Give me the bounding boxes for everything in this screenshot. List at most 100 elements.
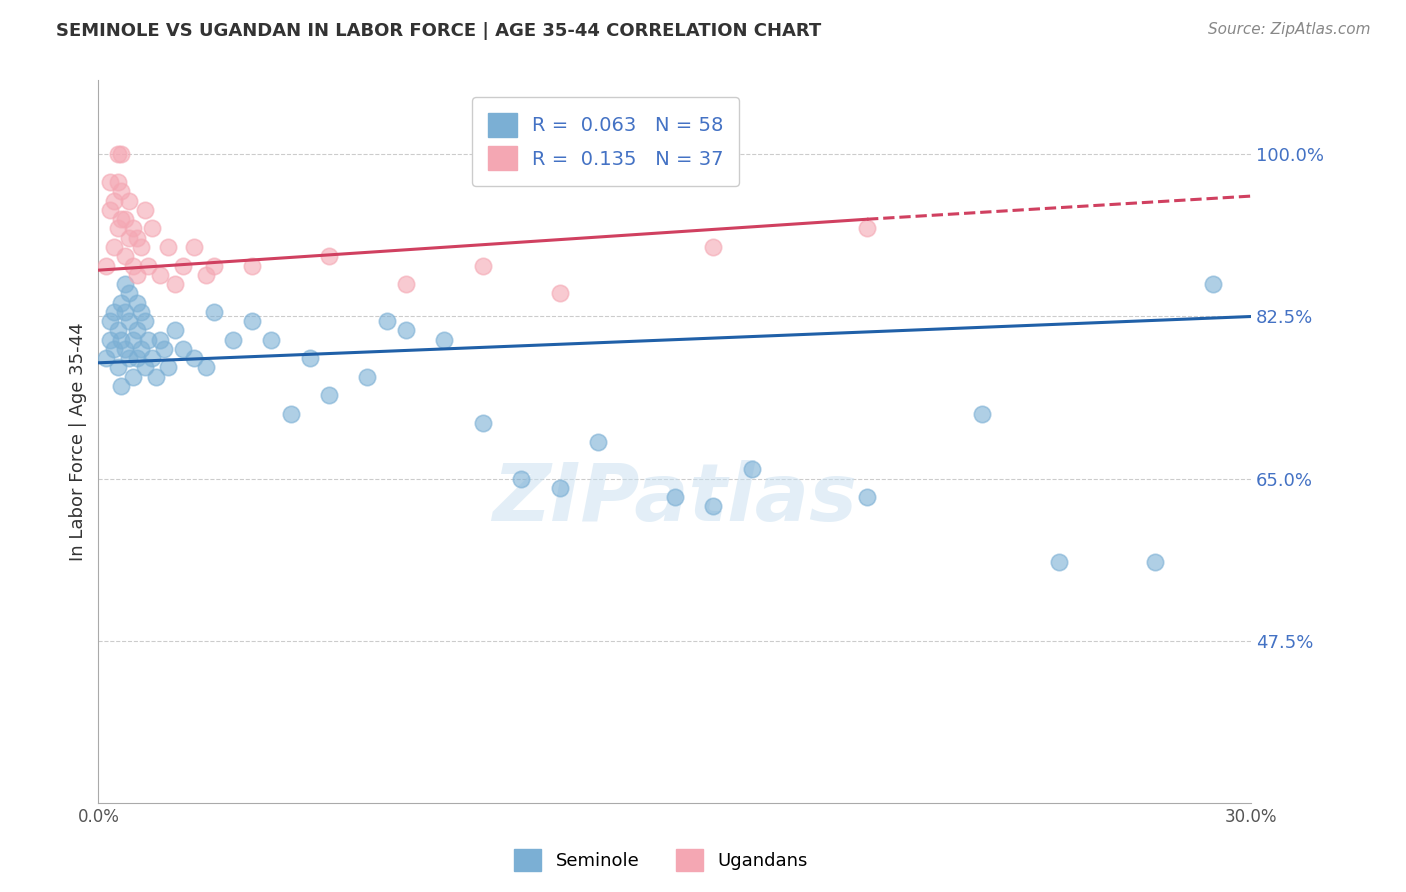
Point: [222, 333, 245, 347]
Point: [114, 305, 136, 319]
Point: [856, 490, 879, 504]
Legend: R =  0.063   N = 58, R =  0.135   N = 37: R = 0.063 N = 58, R = 0.135 N = 37: [472, 97, 740, 186]
Point: [134, 314, 156, 328]
Point: [129, 305, 152, 319]
Point: [103, 342, 125, 356]
Point: [118, 286, 141, 301]
Point: [107, 360, 129, 375]
Point: [356, 369, 378, 384]
Point: [118, 351, 141, 366]
Point: [149, 333, 172, 347]
Point: [195, 360, 218, 375]
Point: [548, 481, 571, 495]
Point: [129, 240, 152, 254]
Text: ZIPatlas: ZIPatlas: [492, 460, 858, 539]
Point: [114, 342, 136, 356]
Point: [195, 268, 218, 282]
Point: [586, 434, 609, 449]
Point: [138, 259, 160, 273]
Point: [138, 333, 160, 347]
Point: [149, 268, 172, 282]
Point: [471, 259, 494, 273]
Legend: Seminole, Ugandans: Seminole, Ugandans: [508, 842, 814, 879]
Point: [856, 221, 879, 235]
Point: [972, 407, 994, 421]
Text: Source: ZipAtlas.com: Source: ZipAtlas.com: [1208, 22, 1371, 37]
Point: [118, 314, 141, 328]
Point: [122, 369, 145, 384]
Point: [202, 259, 225, 273]
Point: [118, 194, 141, 208]
Point: [122, 221, 145, 235]
Point: [183, 351, 205, 366]
Point: [280, 407, 302, 421]
Point: [103, 240, 125, 254]
Point: [141, 221, 163, 235]
Point: [1202, 277, 1225, 291]
Point: [156, 360, 179, 375]
Point: [471, 416, 494, 430]
Point: [98, 333, 121, 347]
Point: [152, 342, 174, 356]
Point: [98, 314, 121, 328]
Point: [664, 490, 686, 504]
Point: [125, 323, 148, 337]
Y-axis label: In Labor Force | Age 35-44: In Labor Force | Age 35-44: [69, 322, 87, 561]
Point: [202, 305, 225, 319]
Point: [110, 379, 132, 393]
Point: [125, 268, 148, 282]
Point: [172, 342, 194, 356]
Point: [395, 277, 418, 291]
Point: [183, 240, 205, 254]
Point: [103, 194, 125, 208]
Point: [548, 286, 571, 301]
Point: [240, 259, 263, 273]
Point: [156, 240, 179, 254]
Point: [110, 333, 132, 347]
Point: [375, 314, 398, 328]
Point: [125, 351, 148, 366]
Point: [110, 147, 132, 161]
Point: [103, 305, 125, 319]
Point: [110, 295, 132, 310]
Point: [145, 369, 167, 384]
Point: [702, 500, 724, 514]
Point: [122, 259, 145, 273]
Point: [114, 249, 136, 263]
Point: [1047, 555, 1070, 569]
Point: [125, 295, 148, 310]
Point: [125, 231, 148, 245]
Point: [94, 351, 117, 366]
Point: [318, 388, 340, 402]
Point: [702, 240, 724, 254]
Point: [260, 333, 283, 347]
Point: [172, 259, 194, 273]
Point: [165, 323, 187, 337]
Point: [114, 277, 136, 291]
Point: [110, 212, 132, 227]
Point: [129, 342, 152, 356]
Point: [741, 462, 763, 476]
Point: [510, 472, 533, 486]
Point: [107, 323, 129, 337]
Point: [134, 360, 156, 375]
Point: [107, 175, 129, 189]
Text: SEMINOLE VS UGANDAN IN LABOR FORCE | AGE 35-44 CORRELATION CHART: SEMINOLE VS UGANDAN IN LABOR FORCE | AGE…: [56, 22, 821, 40]
Point: [122, 333, 145, 347]
Point: [318, 249, 340, 263]
Point: [141, 351, 163, 366]
Point: [94, 259, 117, 273]
Point: [98, 175, 121, 189]
Point: [107, 147, 129, 161]
Point: [118, 231, 141, 245]
Point: [240, 314, 263, 328]
Point: [110, 185, 132, 199]
Point: [433, 333, 456, 347]
Point: [165, 277, 187, 291]
Point: [114, 212, 136, 227]
Point: [298, 351, 321, 366]
Point: [1144, 555, 1167, 569]
Point: [107, 221, 129, 235]
Point: [98, 202, 121, 217]
Point: [134, 202, 156, 217]
